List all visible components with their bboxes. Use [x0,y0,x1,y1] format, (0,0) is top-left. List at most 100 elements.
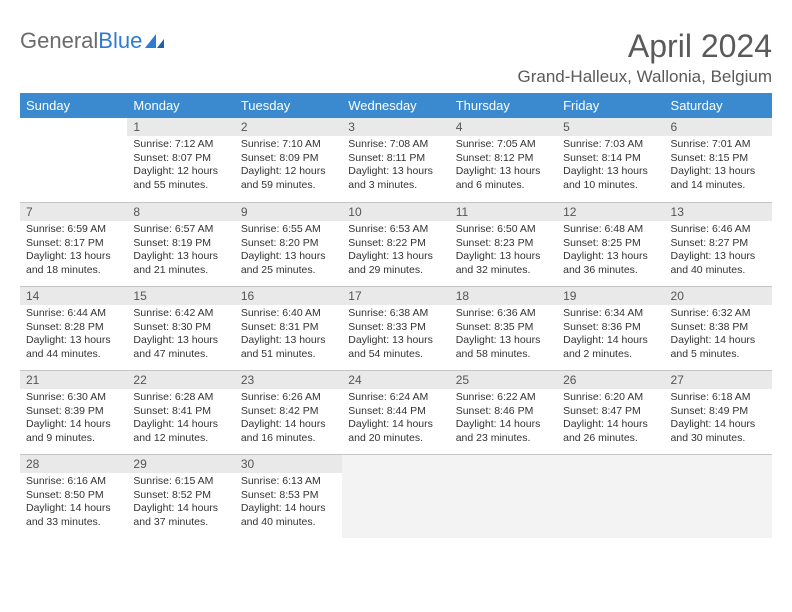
day-cell-inner: 24Sunrise: 6:24 AMSunset: 8:44 PMDayligh… [342,370,449,454]
day-number: 17 [342,287,449,305]
calendar-day-cell: 28Sunrise: 6:16 AMSunset: 8:50 PMDayligh… [20,454,127,538]
day-number: 22 [127,371,234,389]
calendar-day-cell: 10Sunrise: 6:53 AMSunset: 8:22 PMDayligh… [342,202,449,286]
day-cell-inner: 11Sunrise: 6:50 AMSunset: 8:23 PMDayligh… [450,202,557,286]
day-cell-inner: 23Sunrise: 6:26 AMSunset: 8:42 PMDayligh… [235,370,342,454]
day-detail-line: Sunrise: 6:53 AM [348,223,443,237]
calendar-day-cell: 13Sunrise: 6:46 AMSunset: 8:27 PMDayligh… [665,202,772,286]
day-detail-line: Daylight: 13 hours [348,250,443,264]
day-details: Sunrise: 6:30 AMSunset: 8:39 PMDaylight:… [20,389,127,450]
day-number: 20 [665,287,772,305]
day-number: 5 [557,118,664,136]
day-number: 8 [127,203,234,221]
day-detail-line: Sunset: 8:38 PM [671,321,766,335]
day-detail-line: Sunrise: 6:46 AM [671,223,766,237]
day-detail-line: and 18 minutes. [26,264,121,278]
day-detail-line: and 20 minutes. [348,432,443,446]
day-details: Sunrise: 6:36 AMSunset: 8:35 PMDaylight:… [450,305,557,366]
day-detail-line: and 40 minutes. [241,516,336,530]
day-details: Sunrise: 6:40 AMSunset: 8:31 PMDaylight:… [235,305,342,366]
day-details: Sunrise: 6:50 AMSunset: 8:23 PMDaylight:… [450,221,557,282]
day-details: Sunrise: 6:55 AMSunset: 8:20 PMDaylight:… [235,221,342,282]
calendar-day-cell: 24Sunrise: 6:24 AMSunset: 8:44 PMDayligh… [342,370,449,454]
day-detail-line: Sunset: 8:33 PM [348,321,443,335]
day-detail-line: Sunset: 8:23 PM [456,237,551,251]
day-detail-line: Sunrise: 6:30 AM [26,391,121,405]
day-detail-line: Sunset: 8:15 PM [671,152,766,166]
day-details: Sunrise: 6:13 AMSunset: 8:53 PMDaylight:… [235,473,342,534]
day-cell-inner: 12Sunrise: 6:48 AMSunset: 8:25 PMDayligh… [557,202,664,286]
day-detail-line: Sunrise: 6:18 AM [671,391,766,405]
day-detail-line: Sunset: 8:12 PM [456,152,551,166]
day-number: 21 [20,371,127,389]
day-cell-inner: 5Sunrise: 7:03 AMSunset: 8:14 PMDaylight… [557,118,664,202]
day-cell-inner [450,454,557,538]
day-detail-line: Sunrise: 7:12 AM [133,138,228,152]
day-detail-line: Daylight: 14 hours [26,418,121,432]
day-detail-line: and 10 minutes. [563,179,658,193]
day-details: Sunrise: 7:10 AMSunset: 8:09 PMDaylight:… [235,136,342,197]
day-detail-line: and 14 minutes. [671,179,766,193]
day-details: Sunrise: 6:46 AMSunset: 8:27 PMDaylight:… [665,221,772,282]
day-cell-inner: 19Sunrise: 6:34 AMSunset: 8:36 PMDayligh… [557,286,664,370]
day-detail-line: Sunrise: 6:28 AM [133,391,228,405]
day-cell-inner [342,454,449,538]
day-detail-line: Sunset: 8:25 PM [563,237,658,251]
day-details: Sunrise: 7:08 AMSunset: 8:11 PMDaylight:… [342,136,449,197]
day-cell-inner: 27Sunrise: 6:18 AMSunset: 8:49 PMDayligh… [665,370,772,454]
calendar-day-cell: 21Sunrise: 6:30 AMSunset: 8:39 PMDayligh… [20,370,127,454]
day-cell-inner [557,454,664,538]
day-cell-inner: 7Sunrise: 6:59 AMSunset: 8:17 PMDaylight… [20,202,127,286]
logo-text-grey: General [20,28,98,54]
day-number: 30 [235,455,342,473]
day-cell-inner: 10Sunrise: 6:53 AMSunset: 8:22 PMDayligh… [342,202,449,286]
day-detail-line: Sunrise: 6:38 AM [348,307,443,321]
day-detail-line: Sunset: 8:28 PM [26,321,121,335]
day-detail-line: Daylight: 13 hours [563,165,658,179]
day-cell-inner: 25Sunrise: 6:22 AMSunset: 8:46 PMDayligh… [450,370,557,454]
day-detail-line: Sunrise: 6:32 AM [671,307,766,321]
day-cell-inner: 20Sunrise: 6:32 AMSunset: 8:38 PMDayligh… [665,286,772,370]
logo-sail-icon [144,32,166,50]
day-details: Sunrise: 6:44 AMSunset: 8:28 PMDaylight:… [20,305,127,366]
calendar-table: Sunday Monday Tuesday Wednesday Thursday… [20,93,772,538]
day-detail-line: and 54 minutes. [348,348,443,362]
day-detail-line: Sunrise: 6:24 AM [348,391,443,405]
day-detail-line: and 55 minutes. [133,179,228,193]
day-detail-line: Sunset: 8:41 PM [133,405,228,419]
day-detail-line: and 44 minutes. [26,348,121,362]
day-detail-line: and 37 minutes. [133,516,228,530]
day-number: 23 [235,371,342,389]
day-detail-line: Sunrise: 6:16 AM [26,475,121,489]
day-detail-line: Sunrise: 6:55 AM [241,223,336,237]
calendar-day-cell: 19Sunrise: 6:34 AMSunset: 8:36 PMDayligh… [557,286,664,370]
day-cell-inner: 28Sunrise: 6:16 AMSunset: 8:50 PMDayligh… [20,454,127,538]
day-detail-line: Sunrise: 6:44 AM [26,307,121,321]
day-details: Sunrise: 6:34 AMSunset: 8:36 PMDaylight:… [557,305,664,366]
day-details: Sunrise: 7:03 AMSunset: 8:14 PMDaylight:… [557,136,664,197]
calendar-day-cell: 11Sunrise: 6:50 AMSunset: 8:23 PMDayligh… [450,202,557,286]
day-number: 16 [235,287,342,305]
calendar-day-cell: 25Sunrise: 6:22 AMSunset: 8:46 PMDayligh… [450,370,557,454]
day-details: Sunrise: 6:26 AMSunset: 8:42 PMDaylight:… [235,389,342,450]
day-cell-inner: 2Sunrise: 7:10 AMSunset: 8:09 PMDaylight… [235,118,342,202]
day-number: 3 [342,118,449,136]
weekday-header: Friday [557,93,664,118]
day-detail-line: Sunset: 8:46 PM [456,405,551,419]
day-cell-inner: 14Sunrise: 6:44 AMSunset: 8:28 PMDayligh… [20,286,127,370]
day-detail-line: Daylight: 13 hours [671,250,766,264]
day-number: 24 [342,371,449,389]
day-number: 19 [557,287,664,305]
day-detail-line: and 2 minutes. [563,348,658,362]
day-detail-line: Sunrise: 6:42 AM [133,307,228,321]
calendar-day-cell [342,454,449,538]
day-detail-line: Sunrise: 6:20 AM [563,391,658,405]
title-block: April 2024 Grand-Halleux, Wallonia, Belg… [518,28,772,87]
day-details: Sunrise: 6:42 AMSunset: 8:30 PMDaylight:… [127,305,234,366]
day-number: 14 [20,287,127,305]
logo: GeneralBlue [20,28,166,54]
day-number: 4 [450,118,557,136]
calendar-day-cell: 15Sunrise: 6:42 AMSunset: 8:30 PMDayligh… [127,286,234,370]
day-detail-line: and 51 minutes. [241,348,336,362]
day-cell-inner: 22Sunrise: 6:28 AMSunset: 8:41 PMDayligh… [127,370,234,454]
